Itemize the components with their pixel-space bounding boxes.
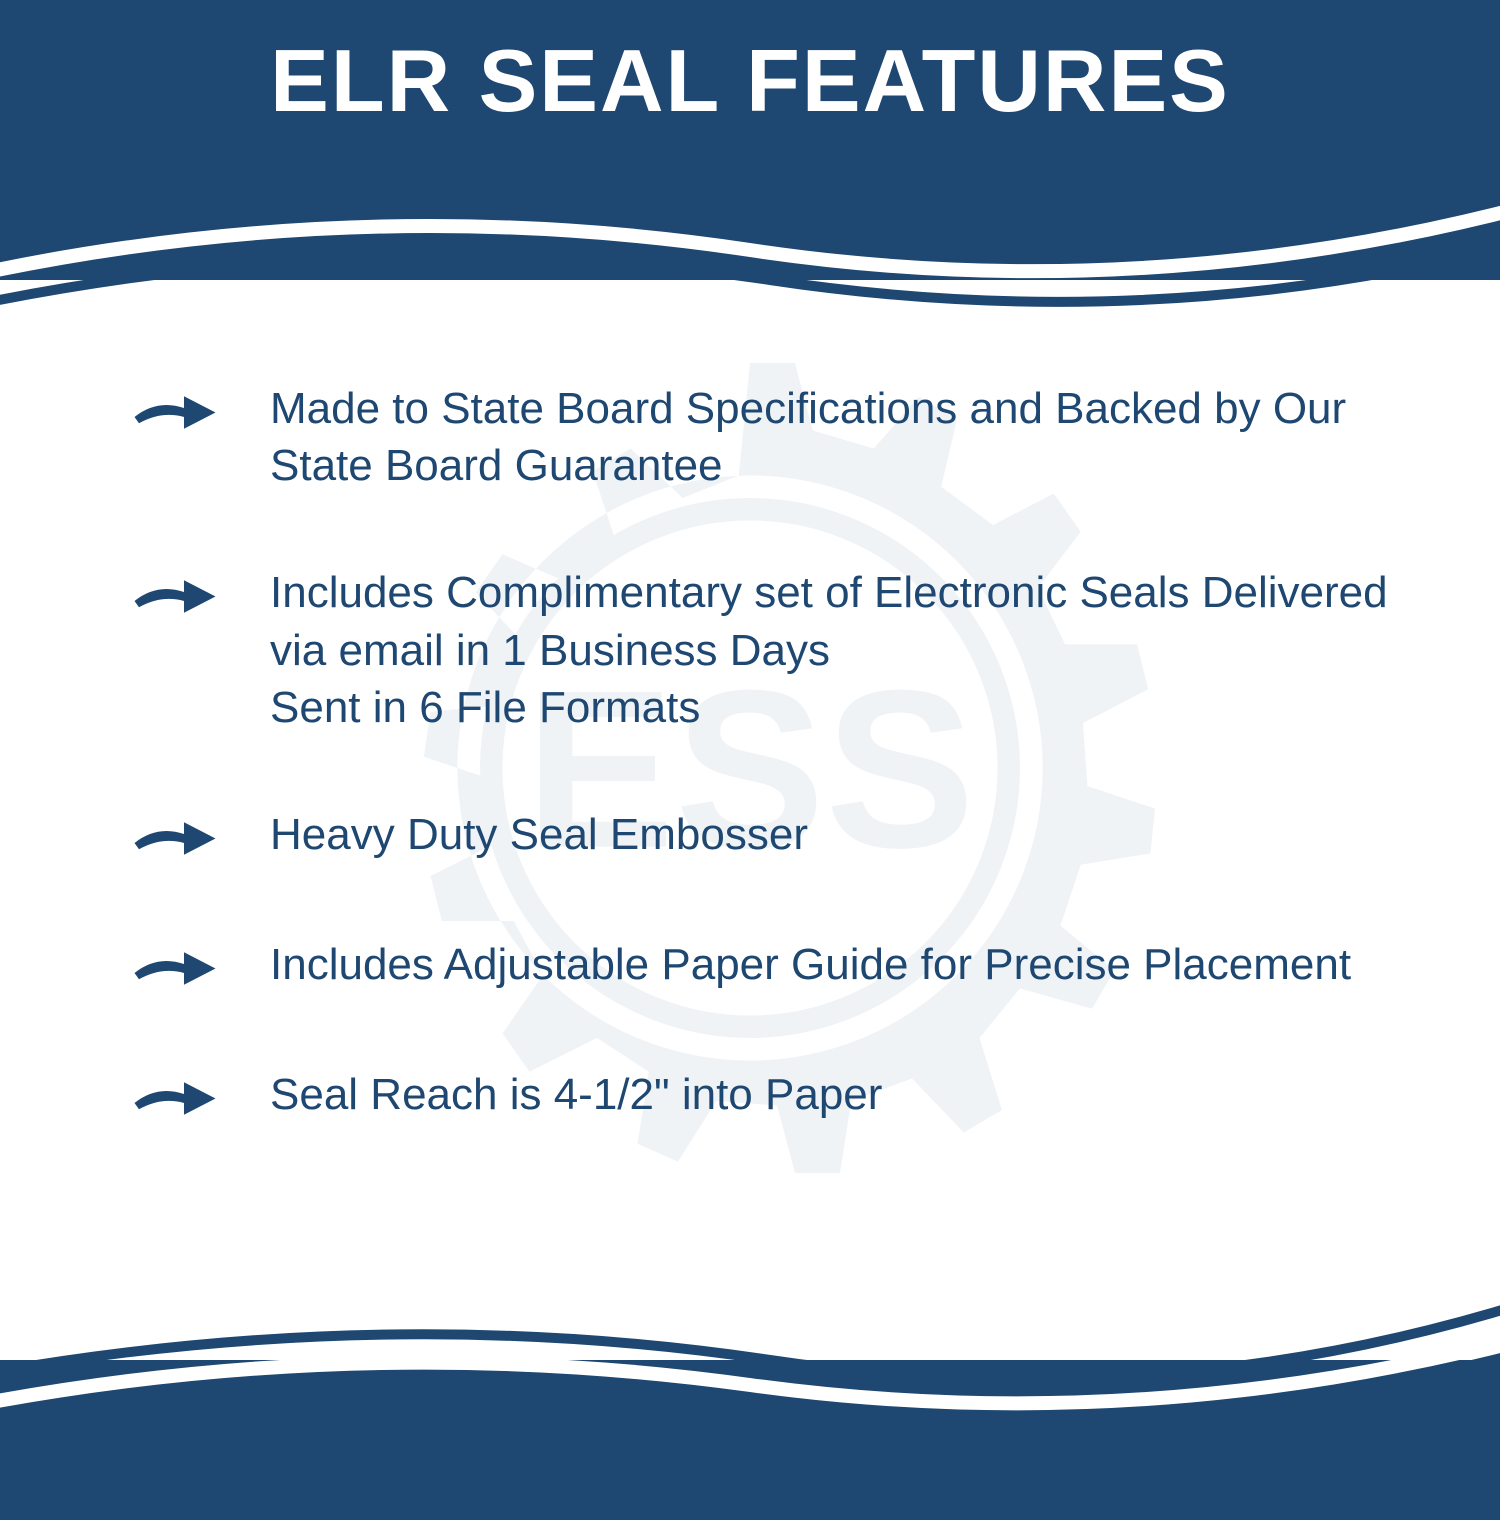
feature-text: Heavy Duty Seal Embosser: [270, 806, 808, 863]
feature-item: Includes Adjustable Paper Guide for Prec…: [130, 936, 1400, 996]
arrow-right-icon: [130, 569, 220, 624]
arrow-right-icon: [130, 811, 220, 866]
feature-item: Seal Reach is 4-1/2" into Paper: [130, 1066, 1400, 1126]
feature-item: Includes Complimentary set of Electronic…: [130, 564, 1400, 736]
arrow-right-icon: [130, 385, 220, 440]
top-swoosh-divider: [0, 150, 1500, 400]
feature-text: Made to State Board Specifications and B…: [270, 380, 1400, 494]
feature-item: Made to State Board Specifications and B…: [130, 380, 1400, 494]
feature-text: Includes Adjustable Paper Guide for Prec…: [270, 936, 1351, 993]
arrow-right-icon: [130, 1071, 220, 1126]
features-list: Made to State Board Specifications and B…: [130, 380, 1400, 1196]
feature-text: Seal Reach is 4-1/2" into Paper: [270, 1066, 882, 1123]
page-title: ELR SEAL FEATURES: [0, 0, 1500, 132]
feature-text: Includes Complimentary set of Electronic…: [270, 564, 1400, 736]
arrow-right-icon: [130, 941, 220, 996]
bottom-swoosh-divider: [0, 1220, 1500, 1520]
feature-item: Heavy Duty Seal Embosser: [130, 806, 1400, 866]
